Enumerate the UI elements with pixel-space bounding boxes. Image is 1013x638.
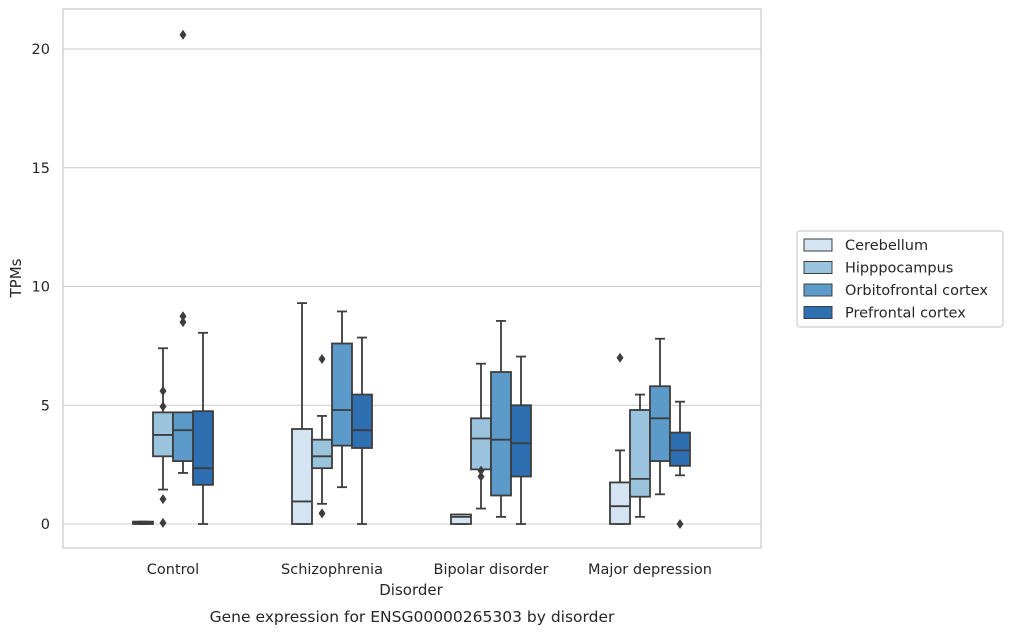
y-tick-label: 15 [32, 161, 50, 177]
legend-frame [796, 230, 1004, 328]
box [450, 513, 472, 525]
box [331, 342, 353, 447]
chart-caption: Gene expression for ENSG00000265303 by d… [210, 608, 615, 626]
box-group [490, 320, 512, 518]
box [490, 371, 512, 497]
box [351, 393, 373, 449]
grid-layer [63, 48, 761, 525]
outlier-point [159, 494, 167, 505]
box [192, 410, 214, 486]
box [311, 438, 333, 470]
legend-label: Prefrontal cortex [845, 306, 966, 322]
outlier-point [159, 517, 167, 528]
legend-swatch [803, 261, 833, 274]
box-group [132, 520, 154, 525]
box-group [331, 310, 353, 489]
outlier-point [477, 465, 485, 476]
box-group [470, 362, 492, 510]
y-tick-label: 10 [32, 280, 50, 296]
box [291, 428, 313, 525]
legend-swatch [803, 283, 833, 297]
legend-label: Cerebellum [845, 238, 928, 254]
x-tick-label: Bipolar disorder [434, 562, 549, 578]
outlier-point [179, 317, 187, 328]
box-group [291, 302, 313, 525]
legend-swatch [803, 238, 833, 252]
box-group [351, 336, 373, 525]
plot-frame [62, 8, 762, 549]
y-axis-title: TPMs [7, 258, 25, 298]
box-group [629, 393, 651, 518]
box-group [649, 337, 671, 496]
marks-layer [132, 29, 691, 529]
box-group [192, 331, 214, 525]
box-group [510, 355, 532, 525]
box-group [172, 29, 194, 474]
outlier-point [159, 386, 167, 396]
outlier-point [179, 29, 187, 40]
x-axis-title: Disorder [379, 581, 443, 599]
x-tick-label: Schizophrenia [281, 562, 383, 578]
outlier-point [179, 311, 187, 322]
outlier-point [616, 352, 624, 363]
y-tick-label: 20 [32, 42, 50, 58]
box [629, 409, 651, 498]
x-tick-label: Control [147, 562, 199, 578]
box [172, 411, 194, 462]
axes-layer: 0 5 10 15 20 Control Schizophrenia Bipolar diso… [32, 8, 762, 578]
box-group [609, 352, 631, 525]
legend: Cerebellum Hipppocampus Orbitofrontal cort… [796, 230, 1004, 328]
box [649, 385, 671, 462]
box [609, 481, 631, 525]
outlier-point [676, 519, 684, 529]
outlier-point [318, 508, 326, 519]
box-group [311, 353, 333, 519]
legend-swatch [803, 306, 833, 319]
box [470, 417, 492, 471]
x-tick-label: Major depression [588, 562, 712, 578]
box [669, 431, 691, 467]
y-tick-label: 0 [41, 517, 50, 533]
legend-label: Hipppocampus [845, 261, 953, 277]
box [510, 404, 532, 478]
outlier-point [159, 401, 167, 412]
outlier-point [318, 353, 326, 364]
box-group [152, 347, 174, 528]
legend-label: Orbitofrontal cortex [845, 283, 988, 299]
y-tick-label: 5 [41, 398, 50, 414]
box-group [669, 400, 691, 529]
box-group [450, 513, 472, 525]
outlier-point [477, 471, 485, 482]
